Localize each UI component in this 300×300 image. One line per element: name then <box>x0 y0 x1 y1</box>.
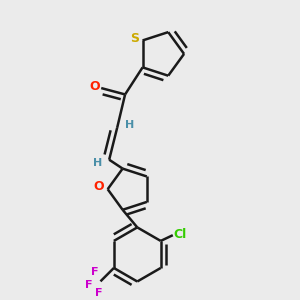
Text: F: F <box>85 280 92 290</box>
Text: F: F <box>91 267 98 277</box>
Text: H: H <box>125 120 134 130</box>
Text: Cl: Cl <box>173 228 186 241</box>
Text: F: F <box>95 288 103 298</box>
Text: O: O <box>93 180 104 193</box>
Text: S: S <box>130 32 139 45</box>
Text: O: O <box>89 80 100 93</box>
Text: H: H <box>93 158 103 168</box>
